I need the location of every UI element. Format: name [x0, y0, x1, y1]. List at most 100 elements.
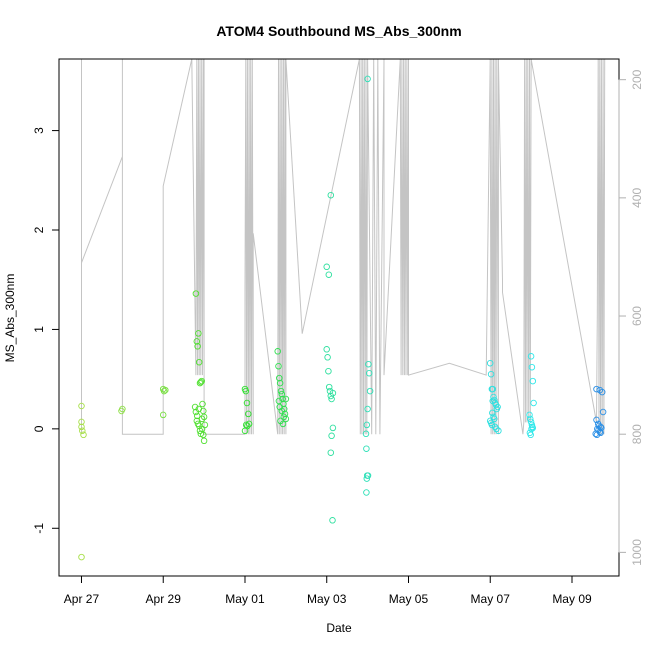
x-tick-label: Apr 29 — [146, 592, 182, 606]
data-point — [494, 403, 501, 411]
data-point — [327, 449, 335, 456]
data-point — [597, 429, 604, 437]
data-point — [275, 362, 282, 370]
data-point — [598, 388, 606, 396]
data-point — [528, 363, 536, 371]
data-point — [527, 353, 535, 360]
x-tick-label: May 09 — [552, 592, 592, 606]
y-tick-label: 3 — [32, 127, 46, 134]
data-point — [242, 421, 250, 429]
data-point — [195, 405, 203, 413]
right-axis-tick-label: 200 — [630, 69, 644, 89]
data-point — [365, 360, 372, 368]
right-axis-tick-label: 800 — [630, 424, 644, 444]
data-point — [489, 409, 496, 417]
data-point — [325, 271, 333, 278]
data-point — [198, 415, 206, 423]
y-tick-label: 2 — [32, 226, 46, 233]
data-point — [119, 405, 126, 413]
data-point — [243, 399, 251, 407]
data-point — [276, 403, 283, 411]
data-point — [529, 377, 537, 385]
y-axis-label: MS_Abs_300nm — [3, 274, 17, 363]
data-point — [196, 427, 204, 435]
data-point — [489, 385, 496, 393]
data-point — [526, 411, 533, 419]
data-point — [323, 263, 330, 271]
data-point — [488, 421, 496, 429]
data-point — [191, 403, 199, 411]
x-tick-label: May 01 — [225, 592, 265, 606]
data-point — [193, 412, 201, 420]
data-point — [363, 475, 371, 482]
data-point — [280, 413, 288, 421]
data-point — [80, 431, 87, 439]
data-point — [279, 395, 286, 403]
x-tick-label: Apr 27 — [64, 592, 100, 606]
data-point — [200, 431, 207, 439]
data-point — [282, 415, 290, 423]
data-point — [160, 387, 168, 395]
data-point — [599, 408, 607, 416]
data-point — [274, 348, 281, 355]
data-point — [329, 424, 337, 432]
right-axis-tick-label: 400 — [630, 188, 644, 208]
data-point — [364, 472, 372, 479]
x-tick-label: May 03 — [307, 592, 347, 606]
altitude-track — [81, 58, 606, 435]
data-point — [241, 427, 249, 435]
data-point — [527, 431, 534, 439]
data-point — [78, 418, 85, 426]
data-point — [364, 405, 371, 413]
data-point — [278, 390, 286, 398]
data-point — [78, 423, 85, 431]
data-point — [198, 377, 205, 385]
data-point — [329, 389, 337, 397]
data-point — [197, 378, 205, 386]
y-tick-label: 0 — [32, 425, 46, 432]
data-point — [245, 420, 253, 428]
data-point — [78, 553, 85, 561]
data-point — [245, 410, 252, 418]
data-point — [279, 420, 287, 428]
data-point — [195, 330, 202, 337]
data-point — [323, 346, 330, 353]
data-point — [530, 399, 537, 407]
chart-title: ATOM4 Southbound MS_Abs_300nm — [216, 23, 461, 39]
axes: Apr 27 Apr 29 May 01 May 03 May 05 May 07 May … — [32, 69, 644, 606]
data-point — [200, 413, 208, 421]
data-point — [495, 427, 502, 435]
data-point — [242, 387, 250, 395]
data-point — [364, 75, 371, 83]
data-point — [192, 290, 200, 297]
data-point — [593, 416, 600, 424]
data-point — [490, 393, 497, 401]
data-point — [275, 397, 283, 405]
data-point — [159, 411, 167, 419]
data-point — [487, 370, 495, 378]
data-point — [529, 423, 536, 431]
x-tick-label: May 07 — [471, 592, 511, 606]
data-point — [366, 387, 374, 395]
data-point — [493, 425, 500, 433]
x-tick-label: May 05 — [389, 592, 429, 606]
data-point — [199, 400, 206, 408]
data-point — [592, 430, 599, 438]
data-point — [278, 407, 286, 415]
data-point — [362, 430, 370, 438]
data-point — [329, 517, 336, 524]
data-point — [325, 367, 332, 375]
data-point — [277, 387, 285, 395]
data-point — [363, 421, 371, 429]
data-point — [196, 379, 204, 387]
plot-frame — [58, 58, 620, 577]
y-tick-label: -1 — [32, 523, 46, 534]
data-point — [276, 379, 284, 387]
track-line — [81, 58, 606, 435]
data-point — [593, 431, 601, 439]
data-point — [78, 402, 85, 410]
data-point — [489, 397, 496, 405]
data-point — [162, 386, 169, 394]
y-tick-label: 1 — [32, 326, 46, 333]
data-point — [328, 432, 335, 440]
